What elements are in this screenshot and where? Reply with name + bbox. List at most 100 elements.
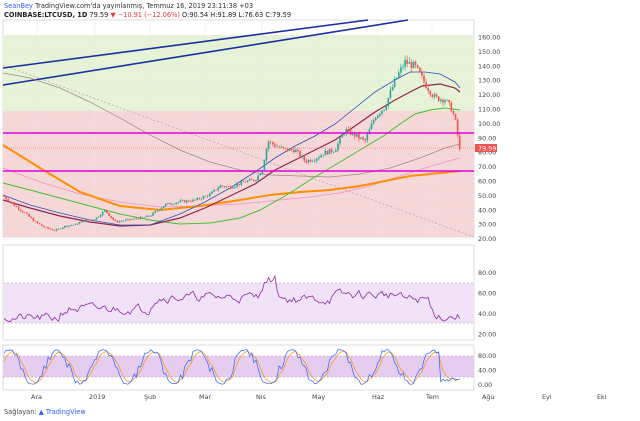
candle [211, 190, 213, 194]
ma-blue-line [2, 71, 461, 226]
candle [78, 221, 81, 225]
ma-orange-line [2, 144, 461, 212]
candle [244, 180, 247, 183]
candle [133, 217, 135, 220]
candle [5, 195, 7, 201]
candle [402, 63, 404, 71]
candle [303, 155, 306, 164]
candle [11, 202, 14, 205]
candle [301, 154, 303, 160]
candle [146, 215, 148, 218]
candle [225, 186, 228, 189]
candle [59, 228, 62, 230]
candle [423, 73, 425, 86]
candle [253, 179, 255, 182]
candle [57, 227, 60, 230]
candlestick-series[interactable] [3, 55, 461, 232]
candle [181, 198, 184, 202]
candle [297, 147, 299, 154]
author-link[interactable]: SeanBey [4, 2, 33, 10]
candle [150, 214, 152, 217]
stoch-d-line [3, 350, 460, 383]
candle [106, 209, 108, 215]
candle [173, 203, 175, 205]
candle [381, 110, 383, 117]
price-tick-label: 40.00 [478, 206, 496, 214]
candle [448, 99, 450, 106]
candle [87, 219, 89, 221]
candle [412, 60, 415, 69]
candle [452, 108, 455, 116]
candle [408, 57, 411, 64]
candle [227, 185, 230, 188]
candle [223, 185, 226, 189]
candle [47, 226, 49, 230]
rsi-line [3, 274, 461, 323]
candle [62, 227, 64, 230]
candle [129, 218, 131, 221]
stoch-k-line [3, 349, 460, 385]
candle [158, 209, 161, 212]
candle [13, 202, 16, 207]
candle [97, 216, 100, 219]
candle [221, 185, 224, 188]
candle [330, 147, 333, 154]
time-tick-label: Eyl [542, 393, 552, 401]
candle [427, 84, 429, 94]
price-tick-label: 150.00 [478, 48, 500, 56]
publish-info: SeanBey TradingView.com'da yayınlanmış, … [4, 2, 253, 10]
candle [440, 98, 442, 104]
candle [337, 141, 339, 153]
candle [242, 179, 245, 182]
candle [360, 136, 362, 140]
last-price-tag: 79.59 [478, 145, 496, 153]
candle [114, 219, 117, 222]
tradingview-logo-icon[interactable]: ▲ [38, 408, 44, 416]
time-tick-label: Mar [199, 393, 211, 401]
price-axis[interactable]: 160.00 150.00 140.00 130.00 120.00 110.00 100.… [478, 34, 500, 244]
candle [335, 148, 337, 153]
candle [74, 223, 77, 226]
candle [32, 216, 35, 222]
candle [139, 216, 142, 220]
candle [72, 224, 75, 227]
candle [416, 64, 419, 69]
candle [112, 217, 114, 221]
footer-brand[interactable]: TradingView [45, 408, 86, 416]
time-tick-label: Nis [256, 393, 267, 401]
upper-trendline[interactable] [2, 19, 369, 69]
candle [120, 219, 123, 223]
candle [162, 205, 165, 208]
symbol-label: COINBASE:LTCUSD, 1D [4, 11, 88, 19]
price-tick-label: 140.00 [478, 62, 500, 70]
time-axis[interactable]: Ara 2019 Şub Mar Nis May Haz Tem Ağu Eyl Eki [31, 393, 607, 401]
candle [356, 134, 358, 138]
last-price-box: 79.59 [475, 144, 497, 153]
candle [131, 218, 133, 221]
candle [269, 140, 272, 145]
last-price: 79.59 [89, 11, 109, 19]
candle [328, 149, 331, 155]
candle [135, 217, 138, 220]
candle [293, 147, 295, 154]
candle [104, 209, 106, 213]
candle [385, 103, 387, 111]
price-tick-label: 120.00 [478, 91, 500, 99]
candle [53, 229, 56, 232]
candle [442, 98, 444, 107]
candle [152, 211, 154, 217]
candle [257, 174, 259, 183]
candle [322, 155, 324, 158]
candle [91, 219, 93, 221]
candle [349, 126, 352, 136]
lower-trendline[interactable] [2, 19, 409, 86]
candle [400, 63, 402, 77]
candle [318, 155, 320, 161]
candle [101, 211, 104, 217]
time-tick-label: Haz [372, 393, 385, 401]
candle [192, 198, 194, 202]
rsi-tick-label: 80.00 [478, 269, 496, 277]
candle [83, 221, 85, 223]
price-tick-label: 50.00 [478, 192, 496, 200]
